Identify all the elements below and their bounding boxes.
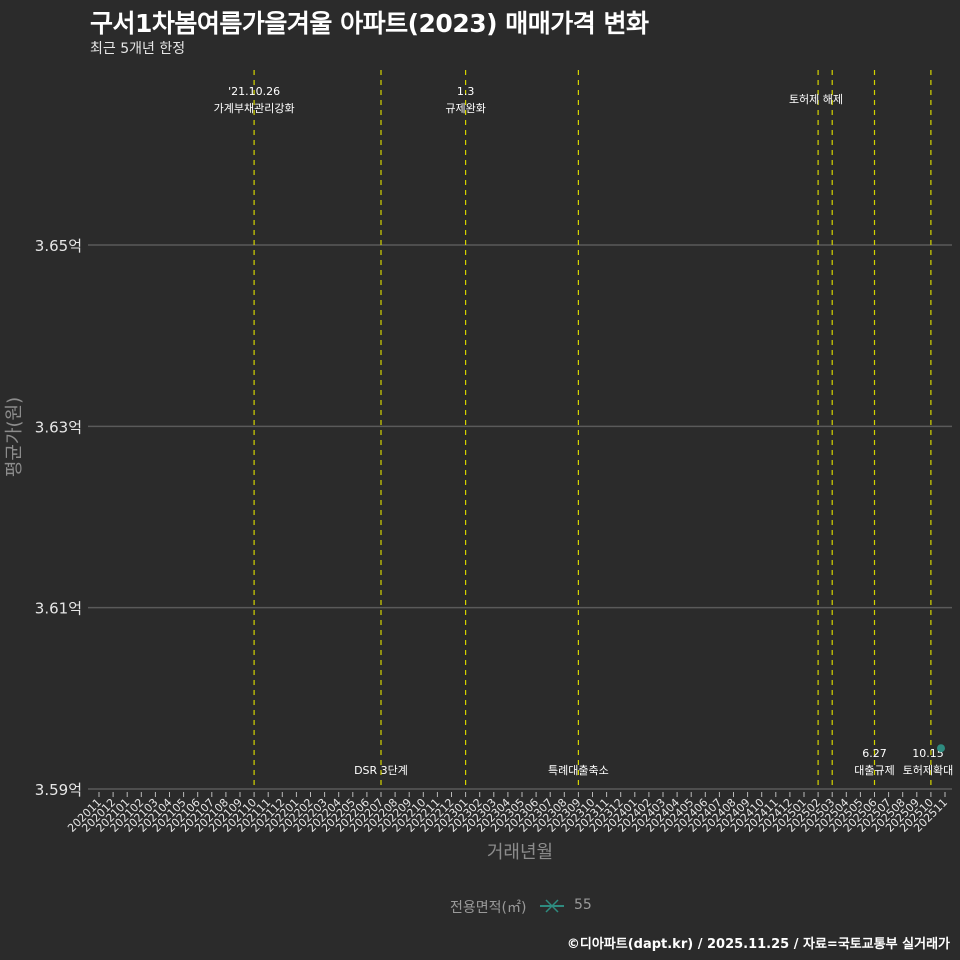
event-label: 대출규제 xyxy=(854,764,894,777)
event-label: 가계부채관리강화 xyxy=(214,102,295,115)
y-axis-title: 평균가(원) xyxy=(4,397,25,477)
event-label: DSR 3단계 xyxy=(354,764,408,777)
event-date: 6.27 xyxy=(862,747,887,760)
chart-subtitle: 최근 5개년 한정 xyxy=(90,41,186,57)
data-point xyxy=(937,744,945,753)
event-date: 10.15 xyxy=(912,747,944,760)
event-label: 토허제 해제 xyxy=(789,92,843,106)
y-tick-label: 3.61억 xyxy=(35,600,82,618)
legend-item-55: 55 xyxy=(574,897,592,913)
x-axis-title: 거래년월 xyxy=(487,842,553,863)
event-label: 규제완화 xyxy=(445,102,485,115)
legend-key-icon xyxy=(540,899,564,913)
event-date: '21.10.26 xyxy=(228,85,280,98)
event-label: 특례대출축소 xyxy=(548,764,609,777)
event-date: 1.3 xyxy=(457,85,475,98)
y-tick-label: 3.65억 xyxy=(35,237,82,255)
source-caption: ©디아파트(dapt.kr) / 2025.11.25 / 자료=국토교통부 실… xyxy=(566,937,950,952)
y-tick-label: 3.63억 xyxy=(35,418,82,436)
legend-title: 전용면적(㎡) xyxy=(450,900,527,916)
event-label: 토허제확대 xyxy=(903,764,954,777)
chart-title: 구서1차봄여름가을겨울 아파트(2023) 매매가격 변화 xyxy=(90,9,649,38)
y-tick-label: 3.59억 xyxy=(35,781,82,799)
